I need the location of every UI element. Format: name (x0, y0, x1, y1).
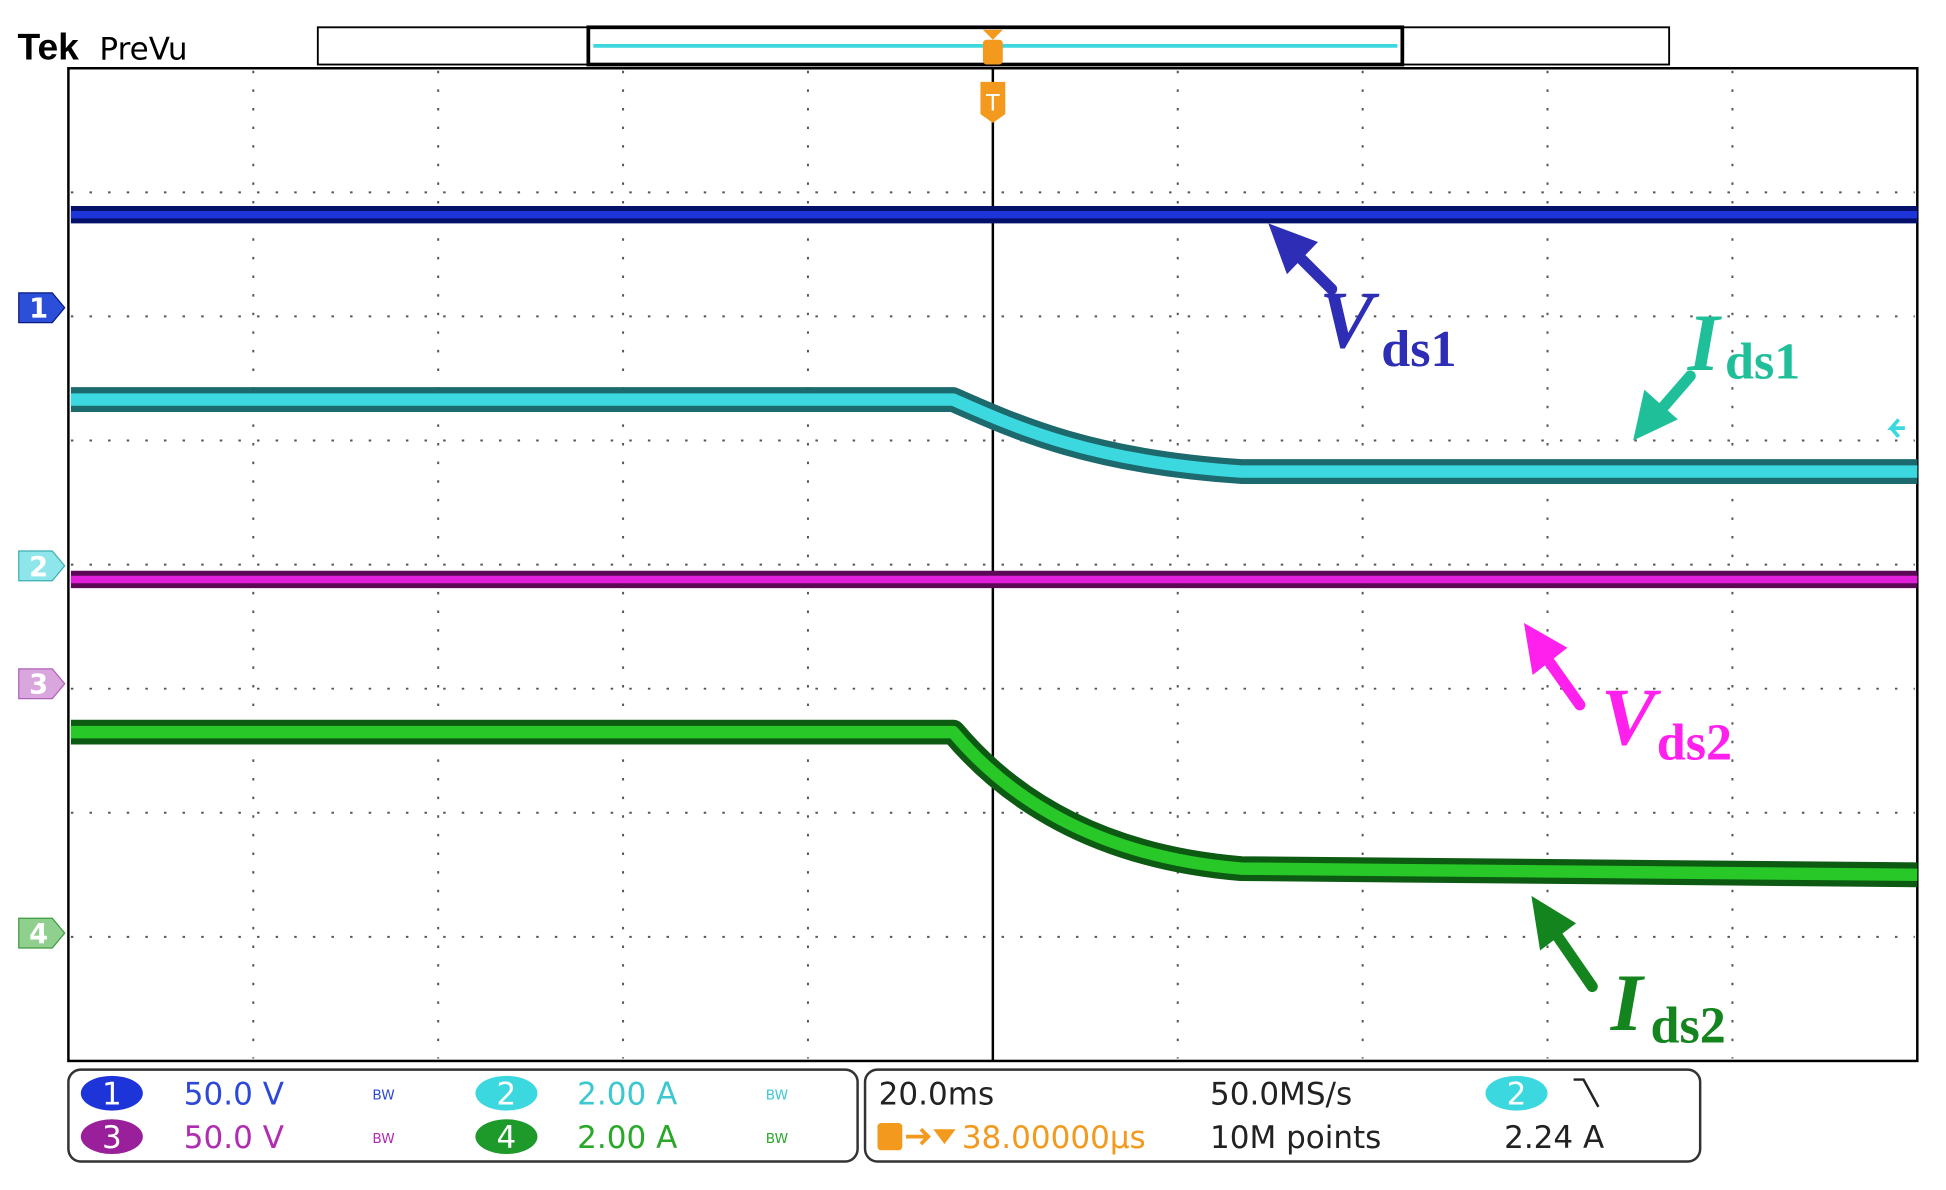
channel-id: 3 (102, 1120, 122, 1156)
group: 1 50.0 V BW 2 2.00 A BW 3 50.0 V BW 4 2.… (80, 1075, 1604, 1156)
channel-scale: 50.0 V (184, 1076, 284, 1112)
annotation-subscript: ds1 (1381, 321, 1456, 378)
channel-marker: 3 (29, 670, 48, 701)
channel-marker: 4 (29, 919, 48, 950)
screen-shape (1523, 622, 1568, 676)
channel-scale: 50.0 V (184, 1120, 284, 1156)
screen-shape (70, 725, 1918, 882)
screen-shape (1887, 418, 1905, 438)
bandwidth-limit: BW (766, 1131, 789, 1147)
screen-shape (80, 1119, 143, 1155)
screen-shape (1550, 928, 1598, 993)
group (70, 205, 1918, 888)
channel-scale: 2.00 A (577, 1076, 677, 1112)
annotation-subscript: ds2 (1657, 714, 1732, 771)
group (1268, 223, 1696, 993)
group: V ds1 I ds1 V ds2 I ds2 (1319, 274, 1800, 1054)
channel-id: 2 (497, 1076, 517, 1112)
bandwidth-limit: BW (766, 1087, 789, 1103)
annotation-symbol: I (1687, 297, 1723, 388)
screen-shape (1485, 1075, 1548, 1111)
brand: Tek (18, 26, 80, 68)
screen-shape (18, 917, 66, 949)
screen-shape (475, 1075, 538, 1111)
bandwidth-limit: BW (372, 1131, 395, 1147)
group: 1 2 3 4 (18, 292, 66, 950)
trigger-source: 2 (1507, 1076, 1527, 1112)
screen-shape (1531, 895, 1577, 951)
screen-shape (18, 550, 66, 582)
channel-marker: 2 (29, 552, 48, 583)
screen-shape (18, 668, 66, 700)
channel-id: 1 (102, 1076, 122, 1112)
screen-shape (67, 1068, 859, 1163)
channel-marker: 1 (29, 294, 48, 325)
screen-shape (475, 1119, 538, 1155)
annotation-symbol: V (1601, 672, 1662, 763)
trigger-marker: T (985, 90, 1000, 116)
annotation-symbol: V (1319, 274, 1380, 365)
mode: PreVu (99, 32, 187, 68)
annotation-subscript: ds1 (1725, 333, 1800, 390)
channel-id: 4 (497, 1120, 517, 1156)
trigger-level: 2.24 A (1504, 1120, 1604, 1156)
screen-shape (982, 29, 1003, 40)
screen-shape (18, 292, 66, 324)
screen-shape (1573, 1078, 1600, 1108)
screen-shape (877, 1122, 903, 1151)
trigger-offset: 38.00000µs (962, 1120, 1146, 1156)
screen-shape (1540, 652, 1586, 711)
sample-rate: 50.0MS/s (1210, 1076, 1352, 1112)
record-length: 10M points (1210, 1120, 1381, 1156)
screen-shape (80, 1075, 143, 1111)
screen-shape (1633, 389, 1678, 441)
annotation-subscript: ds2 (1651, 997, 1726, 1054)
annotation-symbol: I (1610, 957, 1646, 1048)
screen-shape (980, 81, 1006, 123)
screen-shape (70, 393, 1918, 478)
screen-shape (982, 39, 1003, 65)
bandwidth-limit: BW (372, 1087, 395, 1103)
screen-shape (1268, 223, 1318, 275)
time-scale: 20.0ms (879, 1076, 994, 1112)
screen-shape (933, 1129, 956, 1145)
screen-shape (905, 1127, 931, 1146)
channel-scale: 2.00 A (577, 1120, 677, 1156)
